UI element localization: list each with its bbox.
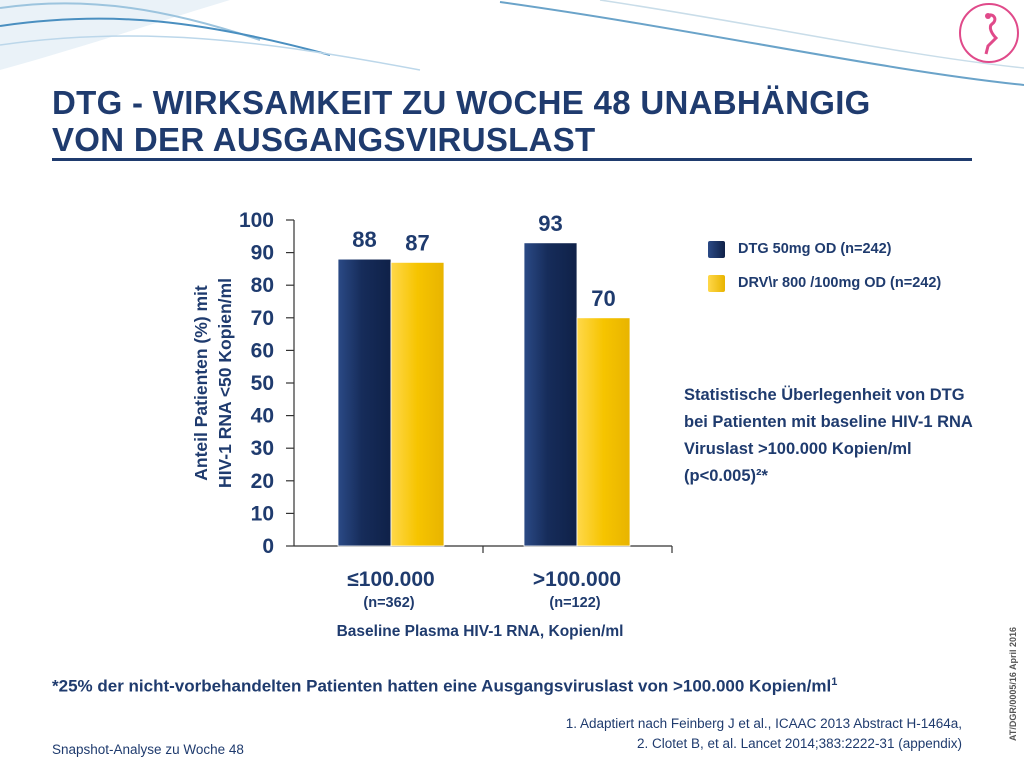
baseline-footnote: *25% der nicht-vorbehandelten Patienten … [52, 676, 972, 697]
legend-label-drv: DRV\r 800 /100mg OD (n=242) [738, 275, 942, 291]
chart-legend: DTG 50mg OD (n=242) DRV\r 800 /100mg OD … [708, 238, 941, 306]
flamingo-logo [958, 2, 1020, 64]
bar-dtg-2 [523, 242, 578, 547]
y-tick-label: 40 [251, 405, 274, 428]
legend-item-drv: DRV\r 800 /100mg OD (n=242) [708, 272, 941, 294]
y-axis-label-line-1: Anteil Patienten (%) mit [191, 285, 211, 481]
chart-bars [337, 242, 631, 547]
legend-item-dtg: DTG 50mg OD (n=242) [708, 238, 941, 260]
y-tick-label: 60 [251, 339, 274, 362]
snapshot-note: Snapshot-Analyse zu Woche 48 [52, 742, 244, 757]
data-label-dtg-2: 93 [538, 211, 562, 236]
y-axis-label: Anteil Patienten (%) mit HIV-1 RNA <50 Ko… [191, 278, 235, 488]
y-tick-label: 20 [251, 470, 274, 493]
slide-title: DTG - WIRKSAMKEIT ZU WOCHE 48 UNABHÄNGIG… [52, 84, 972, 158]
title-line-2: VON DER AUSGANGSVIRUSLAST [52, 121, 596, 158]
x-axis-label: Baseline Plasma HIV-1 RNA, Kopien/ml [337, 623, 624, 640]
legend-label-dtg: DTG 50mg OD (n=242) [738, 241, 892, 257]
footnote-text: *25% der nicht-vorbehandelten Patienten … [52, 676, 832, 696]
reference-1: 1. Adaptiert nach Feinberg J et al., ICA… [565, 716, 962, 731]
y-tick-label: 70 [251, 307, 274, 330]
title-line-1: DTG - WIRKSAMKEIT ZU WOCHE 48 UNABHÄNGIG [52, 84, 871, 121]
chart-labels: 0 10 20 30 40 50 60 70 80 90 100 Anteil Patienten (… [191, 209, 623, 640]
references: 1. Adaptiert nach Feinberg J et al., ICA… [566, 714, 962, 754]
y-tick-label: 10 [251, 502, 274, 525]
y-tick-label: 50 [251, 372, 274, 395]
data-label-dtg-1: 88 [352, 227, 376, 252]
x-category-label: ≤100.000 [347, 568, 434, 591]
y-tick-label: 30 [251, 437, 274, 460]
y-tick-label: 100 [239, 209, 274, 232]
statistical-note: Statistische Überlegenheit von DTG bei P… [684, 386, 973, 485]
legend-swatch-dtg [708, 240, 725, 258]
header-swoosh [0, 0, 1024, 86]
bar-drv-2 [576, 317, 631, 547]
x-category-label: >100.000 [533, 568, 621, 591]
y-tick-label: 80 [251, 274, 274, 297]
data-label-drv-2: 70 [591, 286, 615, 311]
bar-drv-1 [390, 261, 445, 547]
reference-2: 2. Clotet B, et al. Lancet 2014;383:2222… [637, 736, 962, 751]
data-label-drv-1: 87 [405, 230, 429, 255]
y-tick-label: 0 [262, 535, 274, 558]
y-tick-label: 90 [251, 242, 274, 265]
document-code: AT/DGR/0005/16 April 2016 [1008, 626, 1018, 741]
bar-dtg-1 [337, 258, 392, 547]
x-category-n: (n=122) [549, 595, 600, 611]
title-divider [52, 158, 972, 161]
legend-swatch-drv [708, 274, 725, 292]
y-axis-label-line-2: HIV-1 RNA <50 Kopien/ml [215, 278, 235, 488]
x-category-n: (n=362) [363, 595, 414, 611]
footnote-superscript: 1 [831, 676, 838, 688]
